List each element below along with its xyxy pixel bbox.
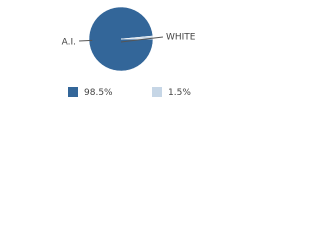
legend-label: 1.5% bbox=[168, 88, 191, 98]
pie-slice bbox=[120, 35, 154, 40]
legend-swatch bbox=[152, 87, 162, 97]
leader-line bbox=[120, 36, 164, 43]
legend-swatch bbox=[68, 87, 78, 97]
legend-label: 98.5% bbox=[84, 88, 113, 98]
slice-label: WHITE bbox=[166, 33, 196, 43]
chart: A.I. WHITE 98.5% 1.5% bbox=[62, 6, 196, 98]
slice-label: A.I. bbox=[62, 37, 76, 47]
leader-line bbox=[79, 39, 93, 42]
